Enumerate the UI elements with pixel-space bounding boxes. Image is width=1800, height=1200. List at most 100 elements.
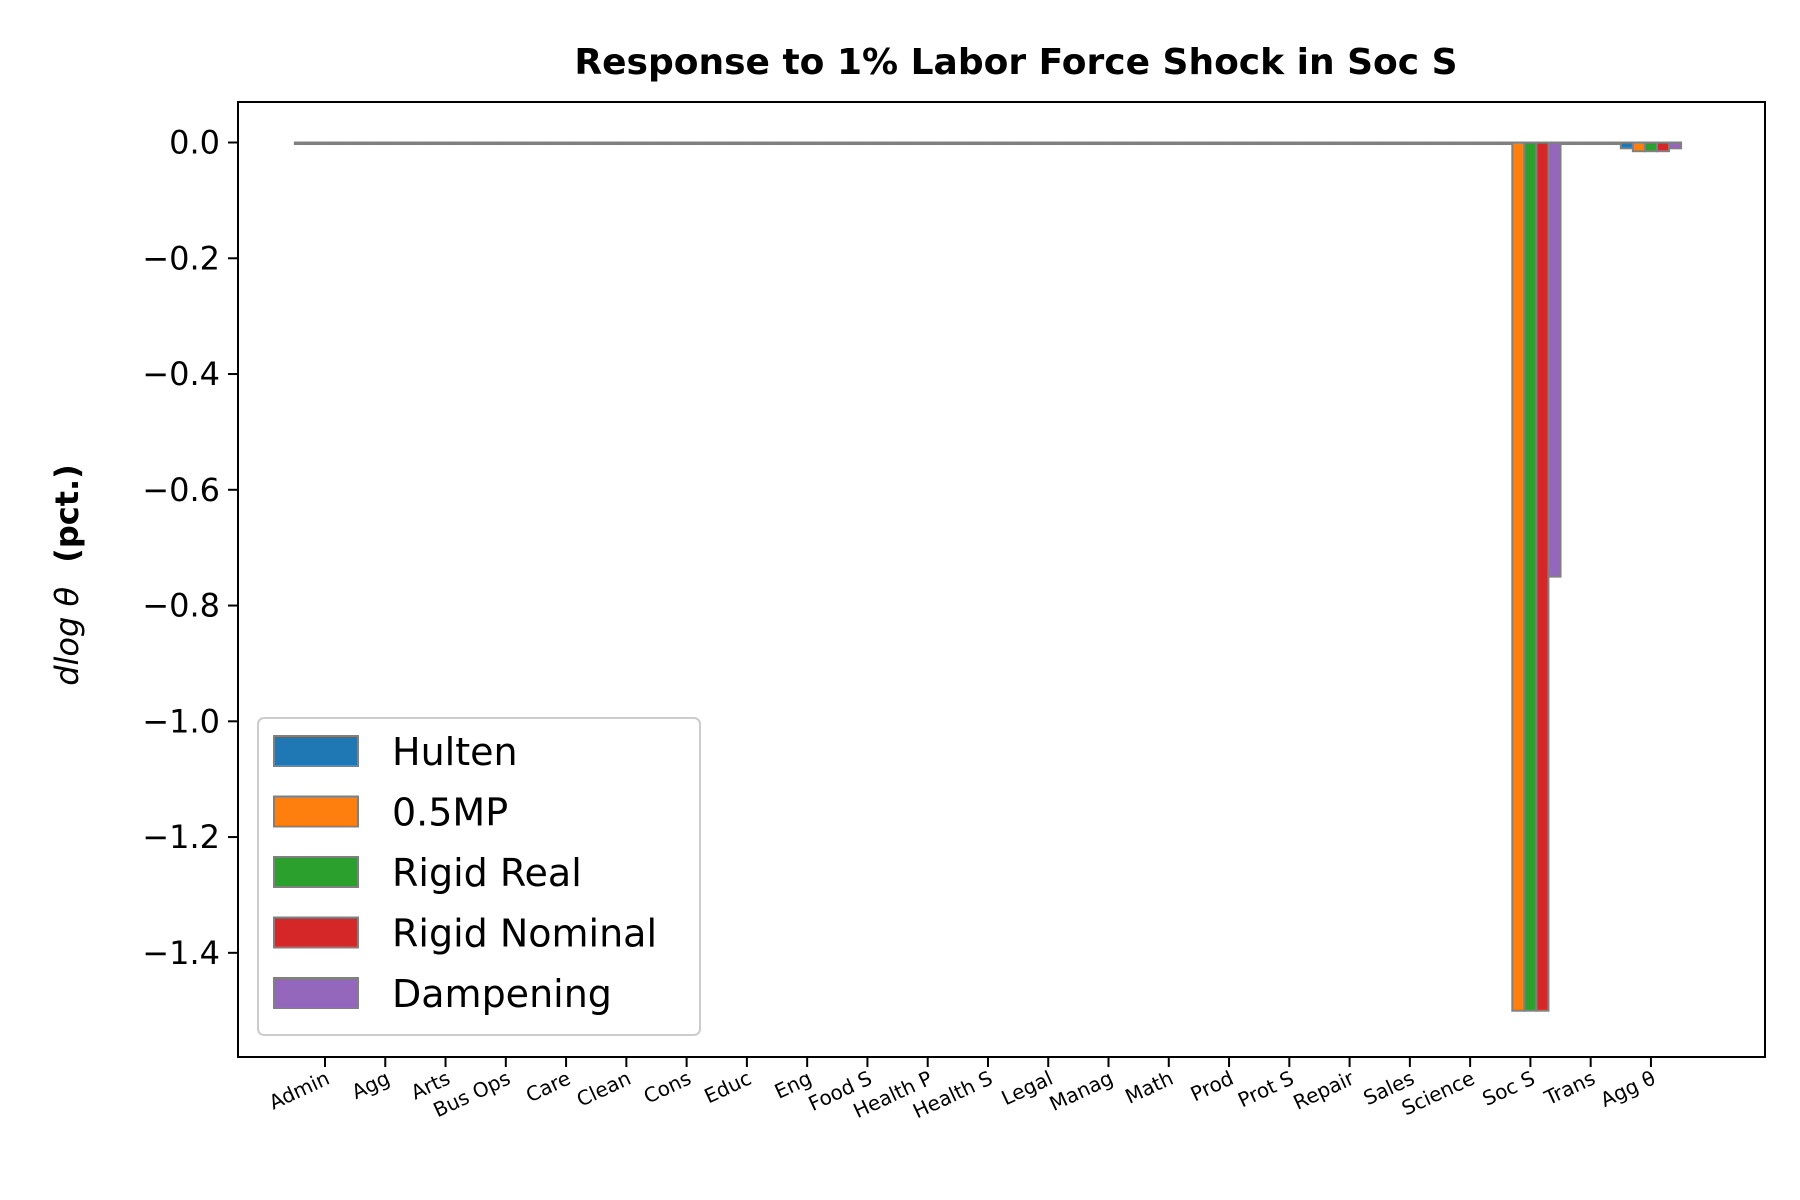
bar-0-5mp-2 [426,141,441,146]
x-tick-label: Educ [700,1066,755,1108]
bar-rigid-real-15 [1222,141,1237,146]
chart-title: Response to 1% Labor Force Shock in Soc … [574,42,1457,83]
bar-dampening-9 [884,141,899,146]
bar-rigid-real-8 [800,141,815,146]
bar-0-5mp-18 [1390,141,1405,146]
bar-dampening-15 [1246,141,1261,146]
bar-hulten-8 [776,141,791,146]
legend-label-dampening: Dampening [392,972,612,1016]
bar-rigid-real-11 [980,141,995,146]
bar-rigid-nominal-12 [1053,141,1068,146]
bar-hulten-2 [414,141,429,146]
bar-rigid-nominal-4 [571,141,586,146]
bar-dampening-0 [342,141,357,146]
bar-0-5mp-13 [1089,141,1104,146]
bar-dampening-11 [1005,141,1020,146]
bar-dampening-6 [703,141,718,146]
bar-rigid-real-6 [679,141,694,146]
bar-rigid-real-9 [860,141,875,146]
bar-rigid-nominal-11 [993,141,1008,146]
y-axis-ticks: 0.0 −0.2 −0.4 −0.6 −0.8 −1.0 −1.2 −1.4 [142,124,238,972]
svg-text:dlog θ (pct.): dlog θ (pct.) [48,464,86,686]
bar-hulten-5 [595,141,610,146]
bar-0-5mp-21 [1571,141,1586,146]
plot-frame [237,101,1766,1058]
bar-dampening-14 [1185,141,1200,146]
bar-rigid-nominal-10 [932,141,947,146]
x-tick-label: Agg θ [1597,1066,1659,1112]
bar-0-5mp-15 [1209,141,1225,146]
y-axis-label-math: dlog θ [48,587,86,686]
bar-rigid-nominal-5 [631,141,646,146]
legend-swatch-0-5mp [273,795,359,828]
bar-hulten-17 [1318,141,1333,146]
bar-hulten-9 [836,141,851,146]
bar-rigid-real-18 [1402,141,1417,146]
bar-hulten-6 [655,141,670,146]
bar-hulten-13 [1077,141,1092,146]
bar-0-5mp-4 [547,141,562,146]
bar-rigid-nominal-16 [1294,141,1309,146]
bar-rigid-real-7 [739,141,754,146]
y-tick-label: −0.6 [142,471,220,509]
bar-rigid-nominal-8 [812,141,827,146]
bar-rigid-real-2 [438,141,453,146]
bar-dampening-22 [1668,141,1683,150]
legend-swatch-hulten [273,735,359,767]
x-tick-label: Manag [1046,1066,1117,1116]
bar-hulten-11 [956,141,971,146]
bar-rigid-real-0 [317,141,333,146]
bar-rigid-real-14 [1161,141,1176,146]
bar-hulten-16 [1258,141,1273,146]
bar-dampening-5 [643,141,658,146]
legend-label-hulten: Hulten [392,730,518,774]
bar-0-5mp-3 [486,141,501,146]
x-tick-label: Math [1121,1066,1176,1109]
bars-layer [293,141,1683,1012]
bar-dampening-19 [1487,141,1502,146]
bar-hulten-14 [1137,141,1152,146]
bar-0-5mp-12 [1029,141,1044,146]
x-tick-label: Trans [1540,1066,1599,1111]
bar-0-5mp-17 [1330,141,1345,146]
bar-hulten-21 [1559,141,1574,146]
x-tick-label: Legal [998,1066,1057,1110]
bar-0-5mp-16 [1270,141,1285,146]
bar-0-5mp-20 [1511,141,1526,1012]
bar-0-5mp-19 [1451,141,1466,146]
y-tick-label: −1.4 [142,934,220,972]
y-tick-label: −1.0 [142,702,220,740]
legend-box [257,717,701,1036]
bar-rigid-real-13 [1101,141,1116,146]
bar-0-5mp-9 [848,141,863,146]
bar-hulten-22 [1619,141,1634,150]
y-axis-label-unit: (pct.) [48,464,86,563]
bar-hulten-7 [715,141,730,146]
bar-hulten-19 [1439,141,1454,146]
bar-rigid-real-5 [619,141,634,146]
bar-dampening-16 [1306,141,1321,146]
bar-rigid-nominal-14 [1173,141,1188,146]
bar-rigid-real-16 [1282,141,1297,146]
bar-hulten-20 [1499,141,1514,146]
bar-rigid-real-20 [1523,141,1538,1012]
legend-swatch-rigid-nominal [273,916,359,949]
bar-hulten-3 [474,141,489,146]
bar-dampening-2 [462,141,477,146]
bar-dampening-21 [1607,141,1622,146]
bar-rigid-real-1 [378,141,393,146]
bar-0-5mp-22 [1631,141,1646,153]
bar-dampening-4 [583,141,598,146]
y-tick-label: −1.2 [142,818,220,856]
bar-dampening-13 [1125,141,1140,146]
bar-rigid-nominal-6 [691,141,706,146]
bar-dampening-17 [1366,141,1381,146]
bar-rigid-real-17 [1342,141,1357,146]
bar-rigid-nominal-20 [1535,141,1550,1012]
x-tick-label: Agg [348,1066,394,1104]
bar-rigid-nominal-3 [510,141,525,146]
bar-rigid-nominal-2 [450,141,465,146]
x-tick-label: Care [522,1066,574,1107]
bar-0-5mp-7 [727,141,742,146]
